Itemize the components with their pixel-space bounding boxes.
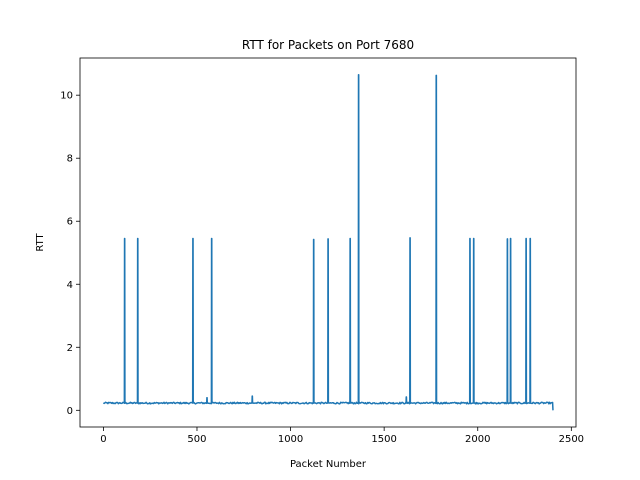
rtt-series-line — [102, 73, 554, 411]
plot-frame — [79, 57, 577, 428]
plot-area — [102, 73, 554, 411]
y-tick-label: 10 — [60, 91, 73, 102]
x-tick-label: 1500 — [371, 434, 396, 445]
x-tick-label: 2000 — [465, 434, 490, 445]
chart-title: RTT for Packets on Port 7680 — [242, 38, 414, 52]
x-tick-label: 500 — [187, 434, 206, 445]
y-tick-label: 6 — [67, 217, 73, 228]
x-tick-label: 2500 — [559, 434, 584, 445]
y-axis-label: RTT — [35, 232, 46, 251]
axis-ticks: 0 500 1000 1500 2000 2500 0 2 4 6 8 10 — [60, 91, 584, 445]
x-tick-label: 1000 — [278, 434, 303, 445]
x-tick-label: 0 — [100, 434, 106, 445]
y-tick-label: 0 — [67, 406, 73, 417]
y-tick-label: 2 — [67, 343, 73, 354]
y-tick-label: 4 — [67, 280, 73, 291]
x-axis-label: Packet Number — [290, 459, 367, 470]
y-tick-label: 8 — [67, 154, 73, 165]
